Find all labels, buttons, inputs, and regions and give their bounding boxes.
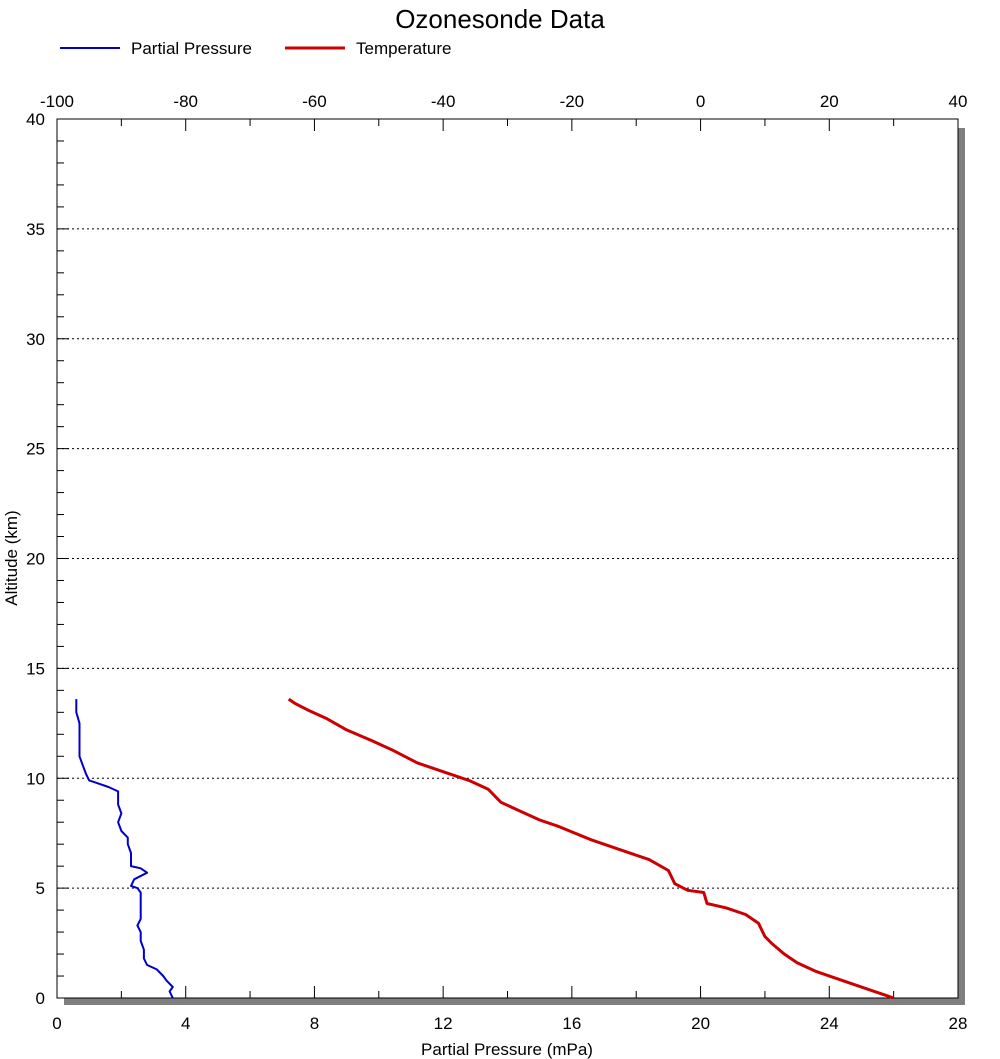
series — [75, 697, 895, 1000]
x-axis-label: Partial Pressure (mPa) — [421, 1040, 593, 1059]
y-tick-label: 0 — [36, 989, 45, 1008]
x-bottom-tick-label: 8 — [310, 1014, 319, 1033]
y-tick-label: 10 — [26, 769, 45, 788]
y-tick-label: 20 — [26, 550, 45, 569]
x-bottom-tick-label: 20 — [691, 1014, 710, 1033]
x-bottom-tick-label: 12 — [434, 1014, 453, 1033]
legend: Partial Pressure Temperature — [60, 39, 451, 58]
axis-ticks: 0 5 10 15 20 25 30 35 40 0 4 8 12 16 20 24 28 -100 -80 -60 -… — [26, 92, 967, 1033]
x-top-tick-label: 20 — [820, 92, 839, 111]
series-line-partial-pressure — [75, 699, 174, 999]
y-axis-label: Altitude (km) — [2, 510, 21, 605]
x-top-tick-label: -20 — [560, 92, 585, 111]
chart-title: Ozonesonde Data — [395, 4, 605, 34]
legend-label-temperature: Temperature — [356, 39, 451, 58]
series-line-temperature — [287, 697, 895, 1000]
x-top-tick-label: -100 — [40, 92, 74, 111]
y-tick-label: 35 — [26, 220, 45, 239]
plot-shadow-bottom — [64, 998, 965, 1005]
y-tick-label: 25 — [26, 440, 45, 459]
x-top-tick-label: 0 — [696, 92, 705, 111]
x-bottom-tick-label: 4 — [181, 1014, 190, 1033]
grid — [57, 228, 958, 889]
x-bottom-tick-label: 28 — [949, 1014, 968, 1033]
x-top-tick-label: -40 — [431, 92, 456, 111]
y-tick-label: 30 — [26, 330, 45, 349]
x-bottom-tick-label: 16 — [562, 1014, 581, 1033]
x-top-tick-label: -80 — [173, 92, 198, 111]
x-bottom-tick-label: 0 — [52, 1014, 61, 1033]
y-tick-label: 40 — [26, 110, 45, 129]
x-bottom-tick-label: 24 — [820, 1014, 839, 1033]
y-tick-label: 5 — [36, 879, 45, 898]
legend-label-partial-pressure: Partial Pressure — [131, 39, 252, 58]
plot-shadow-right — [958, 128, 965, 1004]
x-top-tick-label: 40 — [949, 92, 968, 111]
y-tick-label: 15 — [26, 659, 45, 678]
x-top-tick-label: -60 — [302, 92, 327, 111]
